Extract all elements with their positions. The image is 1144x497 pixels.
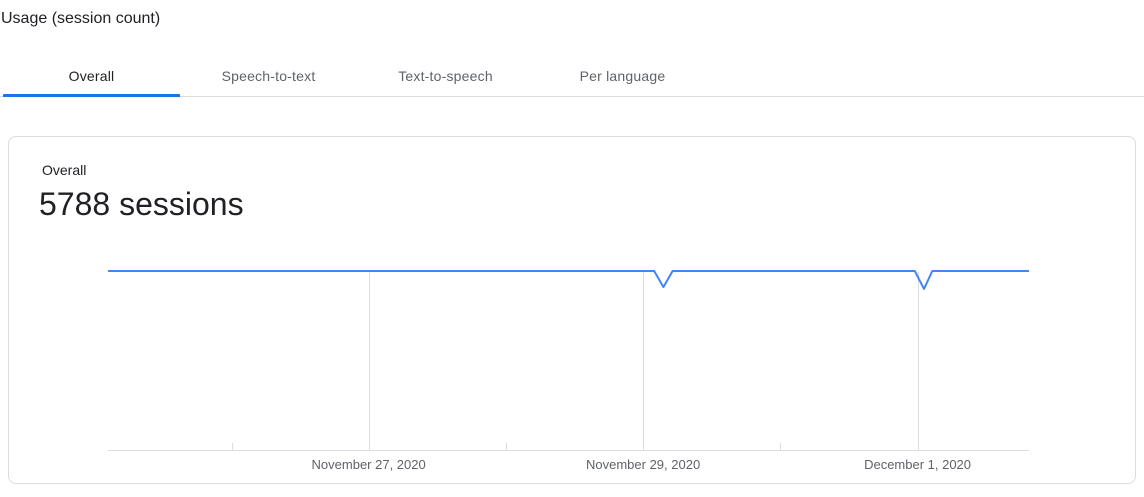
usage-chart-svg[interactable] [108, 260, 1029, 456]
usage-card: Overall 5788 sessions November 27, 2020 N… [8, 136, 1136, 484]
x-axis: November 27, 2020 November 29, 2020 Decemb… [108, 457, 1029, 475]
x-axis-label-2: December 1, 2020 [864, 457, 972, 472]
page-title: Usage (session count) [1, 10, 161, 27]
x-axis-label-1: November 29, 2020 [586, 457, 701, 472]
session-count: 5788 sessions [39, 186, 244, 222]
tab-text-to-speech[interactable]: Text-to-speech [357, 55, 534, 96]
tab-bar: Overall Speech-to-text Text-to-speech Pe… [0, 55, 1144, 97]
x-axis-label-0: November 27, 2020 [311, 457, 426, 472]
card-metric-label: Overall [42, 162, 87, 178]
tab-overall[interactable]: Overall [3, 55, 180, 97]
sessions-line-series [108, 270, 1029, 290]
tab-speech-to-text-label: Speech-to-text [221, 67, 316, 84]
tab-per-language-label: Per language [579, 67, 666, 84]
tab-overall-label: Overall [68, 67, 115, 84]
tab-speech-to-text[interactable]: Speech-to-text [180, 55, 357, 96]
tab-per-language[interactable]: Per language [534, 55, 711, 96]
tab-text-to-speech-label: Text-to-speech [398, 67, 493, 84]
